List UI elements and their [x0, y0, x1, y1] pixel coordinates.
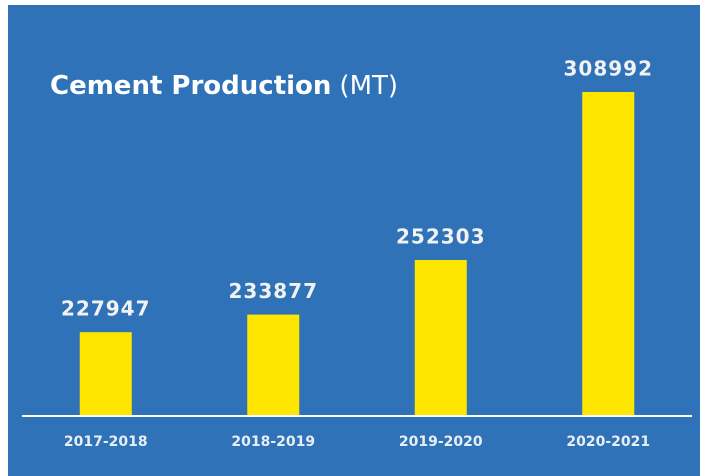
x-tick-label: 2017-2018: [64, 434, 148, 450]
bar: [414, 259, 467, 415]
x-tick-label: 2019-2020: [399, 434, 483, 450]
title-main: Cement Production: [50, 71, 331, 101]
chart-title: Cement Production (MT): [50, 71, 398, 101]
value-label: 233877: [229, 279, 319, 303]
bar: [582, 91, 635, 416]
title-unit: (MT): [339, 71, 398, 101]
value-label: 227947: [61, 297, 151, 321]
x-tick-label: 2020-2021: [566, 434, 650, 450]
value-label: 308992: [564, 56, 654, 80]
bar: [79, 332, 132, 415]
x-tick-label: 2018-2019: [231, 434, 315, 450]
value-label: 252303: [396, 224, 486, 248]
bar: [247, 314, 300, 415]
